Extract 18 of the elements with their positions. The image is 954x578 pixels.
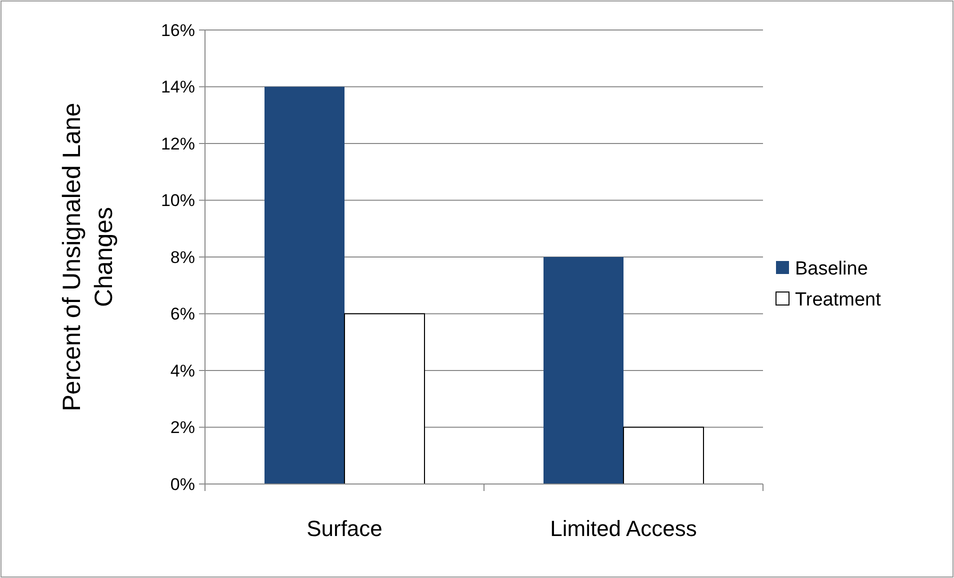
y-tick-label: 12% <box>160 134 195 154</box>
bar <box>264 86 344 484</box>
y-tick-label: 14% <box>160 78 195 97</box>
y-tick-label: 6% <box>170 304 195 324</box>
y-tick-label: 2% <box>170 418 195 438</box>
legend-label: Treatment <box>795 290 882 311</box>
y-tick-label: 0% <box>170 474 195 494</box>
bar <box>544 257 624 484</box>
y-tick-label: 16% <box>160 20 195 40</box>
x-tick-label: Surface <box>306 516 382 541</box>
y-tick-label: 8% <box>170 248 195 267</box>
y-tick-label: 10% <box>160 191 195 210</box>
y-tick-label: 4% <box>170 361 195 380</box>
legend-label: Baseline <box>795 258 868 280</box>
bar <box>623 426 704 484</box>
y-axis-title: Percent of Unsignaled Lane Changes <box>58 102 118 412</box>
bar <box>344 313 425 484</box>
x-tick-label: Limited Access <box>550 516 697 541</box>
